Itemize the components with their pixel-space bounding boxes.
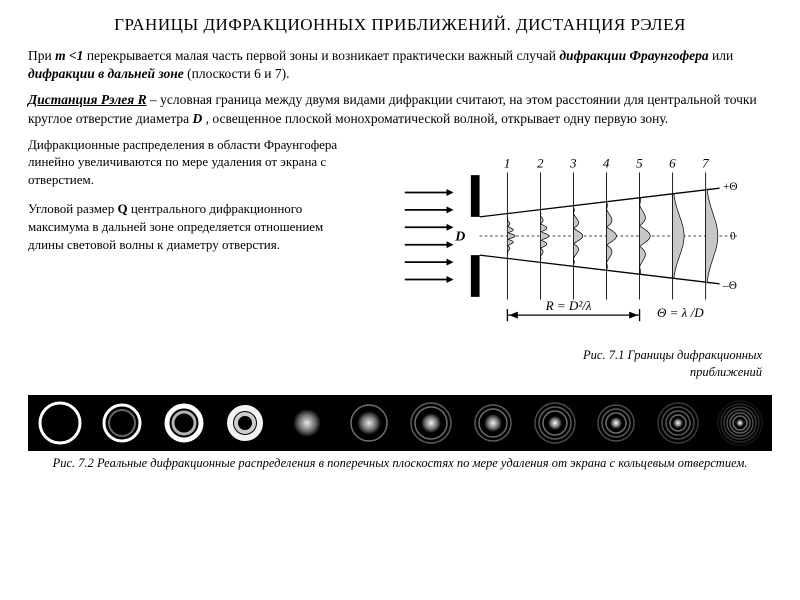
svg-text:+Θ: +Θ [723,181,738,193]
diffraction-pattern [341,399,397,447]
p4-a: Угловой размер [28,201,117,216]
p2-a: Дистанция Рэлея R [28,92,147,107]
paragraph-1: При m <1 перекрывается малая часть перво… [28,47,772,83]
diffraction-pattern [650,399,706,447]
paragraph-4: Угловой размер Q центрального дифракцион… [28,200,358,253]
cap1-a: Рис. 7.1 Границы дифракционных [583,348,762,362]
p1-f: (плоскости 6 и 7). [184,66,290,81]
figure-7-2-caption: Рис. 7.2 Реальные дифракционные распреде… [28,455,772,472]
p1-e: дифракции в дальней зоне [28,66,184,81]
diagram-box: D 1 2 3 4 5 6 7 +Θ 0 –Θ R = D²/λ Θ = λ /D Рис. 7.1 Г… [370,136,772,381]
p1-b: перекрывается малая часть первой зоны и … [83,48,559,63]
svg-text:5: 5 [636,155,643,170]
diffraction-pattern [403,399,459,447]
page-title: ГРАНИЦЫ ДИФРАКЦИОННЫХ ПРИБЛИЖЕНИЙ. ДИСТА… [28,14,772,37]
diffraction-pattern [156,399,212,447]
diffraction-pattern [465,399,521,447]
paragraph-3: Дифракционные распределения в области Фр… [28,136,358,189]
svg-text:R = D²/λ: R = D²/λ [545,298,592,313]
diffraction-pattern [527,399,583,447]
svg-text:1: 1 [504,155,511,170]
middle-text: Дифракционные распределения в области Фр… [28,136,358,265]
svg-text:2: 2 [537,155,544,170]
p2-d: , освещенное плоской монохроматической в… [202,111,668,126]
figure-7-1-caption: Рис. 7.1 Границы дифракционных приближен… [370,347,772,381]
paragraph-2: Дистанция Рэлея R – условная граница меж… [28,91,772,127]
svg-text:0: 0 [730,230,736,242]
diffraction-pattern [588,399,644,447]
svg-text:–Θ: –Θ [722,280,737,292]
p1-a: При [28,48,55,63]
diffraction-pattern [712,399,768,447]
svg-text:Θ = λ /D: Θ = λ /D [657,305,704,320]
svg-text:D: D [454,229,465,244]
svg-text:4: 4 [603,155,610,170]
svg-text:6: 6 [669,155,676,170]
diffraction-pattern [217,399,273,447]
p1-c: дифракции Фраунгофера [559,48,708,63]
p1-m: m <1 [55,48,83,63]
svg-text:3: 3 [569,155,577,170]
diffraction-patterns-strip [28,395,772,451]
diagram-svg: D 1 2 3 4 5 6 7 +Θ 0 –Θ R = D²/λ Θ = λ /D [370,136,770,336]
middle-row: Дифракционные распределения в области Фр… [28,136,772,381]
svg-text:7: 7 [702,155,709,170]
diffraction-pattern [279,399,335,447]
diffraction-pattern [32,399,88,447]
p4-b: Q [117,201,127,216]
cap1-b: приближений [690,365,762,379]
p2-c: D [193,111,203,126]
p1-d: или [709,48,734,63]
diffraction-pattern [94,399,150,447]
